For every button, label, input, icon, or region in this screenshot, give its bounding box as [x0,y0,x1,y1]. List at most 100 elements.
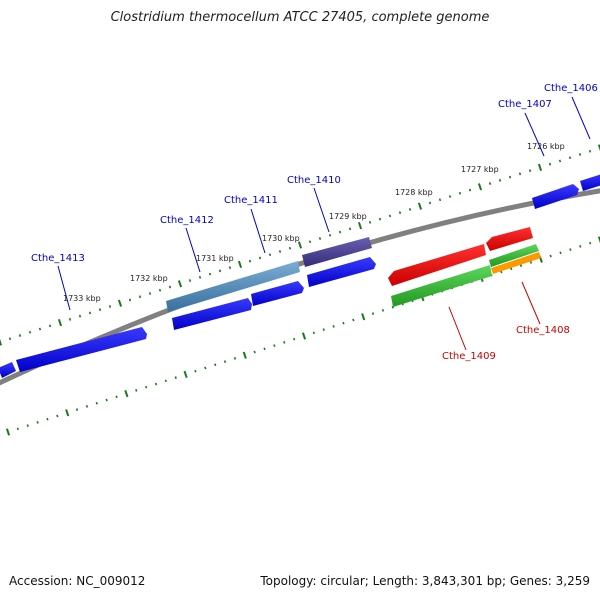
gene-bar-cthe-1408-green[interactable] [489,244,539,267]
tick-mark [128,298,132,302]
tick-mark [198,275,202,279]
tick-mark [589,241,592,245]
tick-mark [16,427,19,431]
tick-mark [293,337,296,341]
tick-mark [248,259,252,263]
leader-cthe-1411 [250,208,266,254]
gene-arrow-cthe-1407[interactable] [532,184,579,209]
tick-mark [46,417,49,421]
tick-mark [448,195,452,198]
tick-mark [328,233,332,237]
leader-cthe-1410 [313,187,330,233]
tick-mark [428,201,432,205]
gene-label-cthe-1408[interactable]: Cthe_1408 [516,325,570,336]
tick-mark [322,328,325,331]
tick-mark [417,202,423,210]
tick-mark [183,370,188,379]
tick-mark [338,230,342,234]
gene-arrow-cthe-1408-red[interactable] [486,227,533,251]
tick-mark [233,357,237,360]
tick-mark [579,245,582,248]
tick-mark [332,325,335,328]
kbp-label: 1728 kbp [395,188,433,197]
tick-mark [528,169,532,173]
tick-mark [135,389,138,392]
gene-label-cthe-1410[interactable]: Cthe_1410 [287,175,341,186]
accession-text: Accession: NC_009012 [9,574,146,588]
tick-mark [95,401,98,405]
gene-labels: Cthe_1406 Cthe_1407 Cthe_1410 Cthe_1411 … [31,83,598,362]
tick-mark [477,183,483,191]
tick-mark [529,261,533,264]
tick-mark [268,253,272,257]
tick-mark [218,269,222,273]
gene-label-cthe-1413[interactable]: Cthe_1413 [31,253,85,264]
gene-arrow-cthe-1409-red[interactable] [388,244,486,286]
tick-mark [214,363,217,367]
tick-mark [105,398,108,402]
tick-mark [508,175,512,179]
gene-label-cthe-1412[interactable]: Cthe_1412 [160,215,214,226]
forward-strand-genes [0,173,600,378]
tick-mark [177,280,183,288]
gene-arrow-cthe-1413[interactable] [16,327,147,372]
tick-mark [312,331,315,335]
tick-mark [519,264,523,267]
tick-mark [549,254,552,258]
kbp-label: 1731 kbp [196,254,234,263]
tick-mark [68,317,72,321]
gene-arrow-cthe-1406[interactable] [580,173,600,191]
tick-mark [381,309,385,312]
tick-mark [148,292,152,295]
tick-mark [18,334,22,337]
gene-label-cthe-1407[interactable]: Cthe_1407 [498,99,552,110]
gene-label-cthe-1406[interactable]: Cthe_1406 [544,83,598,94]
kbp-label: 1729 kbp [329,212,367,221]
kbp-label: 1732 kbp [130,274,168,283]
leader-cthe-1409 [448,306,467,351]
tick-mark [308,240,312,244]
tick-mark [301,332,307,340]
tick-mark [368,220,372,224]
gene-bar-cthe-1408-orange[interactable] [491,252,541,274]
tick-mark [78,314,82,318]
tick-mark [38,327,42,331]
tick-mark [115,395,118,399]
tick-mark [98,308,102,312]
leader-cthe-1406 [571,96,591,140]
tick-mark [145,385,148,389]
tick-mark [0,338,3,346]
gene-bar-steel[interactable] [166,261,300,312]
tick-mark [75,408,79,411]
tick-mark [8,337,12,341]
tick-mark [597,236,600,244]
tick-mark [408,208,412,211]
tick-mark [578,153,582,156]
gene-arrow-cthe-1412[interactable] [172,298,252,330]
tick-mark [242,351,247,359]
tick-mark [559,251,562,255]
tick-mark [273,344,276,347]
tick-mark [558,159,562,163]
reverse-strand-genes [388,227,541,307]
tick-mark [88,311,92,315]
leader-cthe-1412 [185,227,201,273]
gene-arrow-cthe-1411[interactable] [251,281,304,306]
tick-mark [85,405,89,408]
gene-arrow-cthe-1413-left[interactable] [0,362,16,378]
leader-cthe-1408 [521,281,541,325]
gene-label-cthe-1409[interactable]: Cthe_1409 [442,351,496,362]
kbp-labels: 1726 kbp 1727 kbp 1728 kbp 1729 kbp 1730… [63,142,565,303]
gene-bar-cthe-1409-green[interactable] [391,265,492,307]
tick-mark [194,369,197,373]
gene-arrow-cthe-1410[interactable] [307,257,376,287]
gene-bar-slate[interactable] [302,237,372,267]
gene-leader-lines [57,96,591,351]
tick-mark [57,318,63,327]
gene-label-cthe-1411[interactable]: Cthe_1411 [224,195,278,206]
tick-mark [253,350,256,354]
map-title: Clostridium thermocellum ATCC 27405, com… [110,10,490,25]
tick-mark [164,379,167,383]
tick-mark [568,156,572,160]
tick-mark [357,221,363,230]
